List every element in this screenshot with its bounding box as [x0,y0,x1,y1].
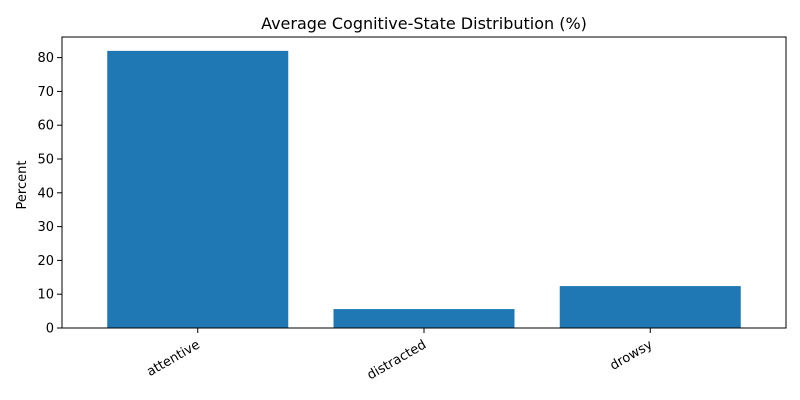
y-axis-label: Percent [15,161,30,210]
y-axis-ticks: 0 10 20 30 40 50 60 70 80 [37,51,62,337]
y-tick-label: 10 [37,288,54,303]
bar-distracted [333,309,515,328]
y-tick-label: 40 [37,186,54,201]
bar-attentive [107,50,289,329]
y-tick-label: 80 [37,51,54,66]
y-tick-label: 70 [37,85,54,100]
x-tick-label-drowsy: drowsy [608,337,656,373]
bar-drowsy [559,286,741,328]
chart-title: Average Cognitive-State Distribution (%) [261,14,587,33]
x-axis-ticks: attentive distracted drowsy [144,328,656,383]
y-tick-label: 20 [37,254,54,269]
plot-frame [61,36,787,329]
x-tick-label-distracted: distracted [365,337,429,383]
x-tick-label-attentive: attentive [144,337,202,379]
y-tick-label: 30 [37,220,54,235]
y-tick-label: 50 [37,153,54,168]
y-tick-label: 60 [37,119,54,134]
y-tick-label: 0 [46,322,54,337]
bars-group [107,50,741,329]
